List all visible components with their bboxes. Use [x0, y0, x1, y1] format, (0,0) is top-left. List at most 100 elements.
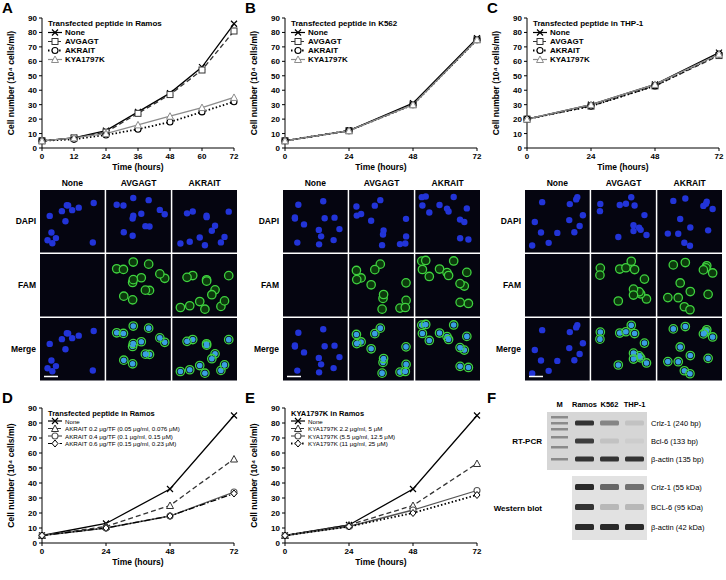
- point: [346, 128, 352, 134]
- legend-marker: [295, 418, 301, 424]
- nucleus: [617, 202, 623, 208]
- nucleus: [316, 355, 322, 361]
- microscopy-panel: NoneAVGAGTAKRAITDAPIFAMMerge: [11, 178, 237, 381]
- y-tick: [39, 75, 42, 76]
- y-axis: [285, 408, 286, 543]
- y-tick-label: 90: [271, 404, 280, 413]
- legend-label: None: [308, 28, 329, 37]
- fam-signal: [708, 333, 716, 341]
- point: [167, 513, 173, 520]
- ladder-band: [551, 446, 568, 449]
- point: [39, 533, 45, 539]
- y-tick-label: 70: [28, 434, 37, 443]
- y-tick-label: 80: [271, 419, 280, 428]
- fam-signal: [201, 305, 209, 313]
- y-tick-label: 80: [271, 28, 280, 37]
- fam-signal: [176, 303, 184, 311]
- fam-signal: [614, 361, 622, 369]
- x-tick-label: 0: [525, 152, 530, 161]
- legend-label: AKRAIT: [550, 46, 580, 55]
- legend-marker: [295, 48, 301, 54]
- nucleus: [48, 229, 54, 235]
- nucleus: [705, 227, 711, 233]
- x-tick: [42, 148, 43, 151]
- legend-label: AVGAGT: [308, 37, 342, 46]
- x-tick-label: 72: [473, 547, 482, 556]
- nucleus: [320, 198, 326, 204]
- nucleus: [294, 367, 300, 373]
- fam-signal: [129, 275, 137, 283]
- fam-signal: [120, 292, 128, 300]
- point: [346, 128, 352, 134]
- nucleus: [130, 323, 136, 329]
- band: [600, 439, 619, 444]
- fam-signal: [463, 332, 471, 340]
- point: [410, 102, 416, 108]
- y-tick-label: 20: [28, 115, 37, 124]
- fam-signal: [202, 277, 210, 285]
- nucleus: [130, 212, 136, 218]
- nucleus: [457, 364, 463, 370]
- y-tick-label: 40: [271, 86, 280, 95]
- micrograph: [525, 318, 590, 381]
- nucleus: [630, 222, 636, 228]
- nucleus: [670, 198, 676, 204]
- point: [135, 110, 141, 116]
- fam-signal: [137, 338, 145, 346]
- nucleus: [190, 208, 196, 214]
- nucleus: [436, 202, 442, 208]
- x-tick-label: 0: [40, 152, 45, 161]
- x-tick-label: 48: [166, 152, 175, 161]
- panel-letter: B: [245, 0, 256, 16]
- y-tick: [39, 46, 42, 47]
- legend-title: Transfected peptide in Ramos: [48, 19, 162, 28]
- x-tick-label: 24: [345, 152, 354, 161]
- series-line: [42, 494, 234, 536]
- fam-signal: [220, 297, 228, 305]
- row-label: Merge: [254, 344, 279, 354]
- y-tick: [39, 61, 42, 62]
- nucleus: [403, 369, 409, 375]
- point: [39, 138, 45, 144]
- nucleus: [330, 365, 336, 371]
- x-tick-label: 72: [230, 152, 239, 161]
- nucleus: [539, 199, 545, 205]
- nucleus: [426, 338, 432, 344]
- fam-signal: [596, 335, 604, 343]
- nucleus: [705, 356, 711, 362]
- nucleus: [597, 201, 603, 207]
- fam-signal: [640, 275, 648, 283]
- nucleus: [292, 215, 298, 221]
- nucleus: [372, 331, 378, 337]
- nucleus: [532, 219, 538, 225]
- fam-signal: [189, 335, 197, 343]
- nucleus: [62, 346, 68, 352]
- y-tick: [39, 423, 42, 424]
- nucleus: [446, 337, 452, 343]
- y-tick-label: 30: [28, 494, 37, 503]
- micrograph: [349, 318, 414, 381]
- fam-signal: [699, 266, 707, 274]
- fam-signal: [367, 345, 375, 353]
- nucleus: [377, 325, 383, 331]
- nucleus: [121, 357, 127, 363]
- series-line: [42, 102, 234, 141]
- x-tick-label: 48: [409, 152, 418, 161]
- y-tick: [524, 104, 527, 105]
- fam-signal: [225, 335, 233, 343]
- fam-signal: [627, 257, 635, 265]
- series-line: [285, 40, 477, 141]
- fam-signal: [664, 293, 672, 301]
- y-tick: [282, 119, 285, 120]
- fam-signal: [674, 294, 682, 302]
- series-line: [42, 24, 234, 141]
- point: [231, 456, 238, 463]
- nucleus: [687, 224, 693, 230]
- legend-label: None: [65, 418, 80, 425]
- nucleus: [142, 223, 148, 229]
- microscopy-panel: NoneAVGAGTAKRAITDAPIFAMMerge: [254, 178, 480, 381]
- nucleus: [377, 197, 383, 203]
- fam-signal: [196, 361, 204, 369]
- column-label: AKRAIT: [674, 178, 707, 188]
- legend-label: AVGAGT: [65, 37, 99, 46]
